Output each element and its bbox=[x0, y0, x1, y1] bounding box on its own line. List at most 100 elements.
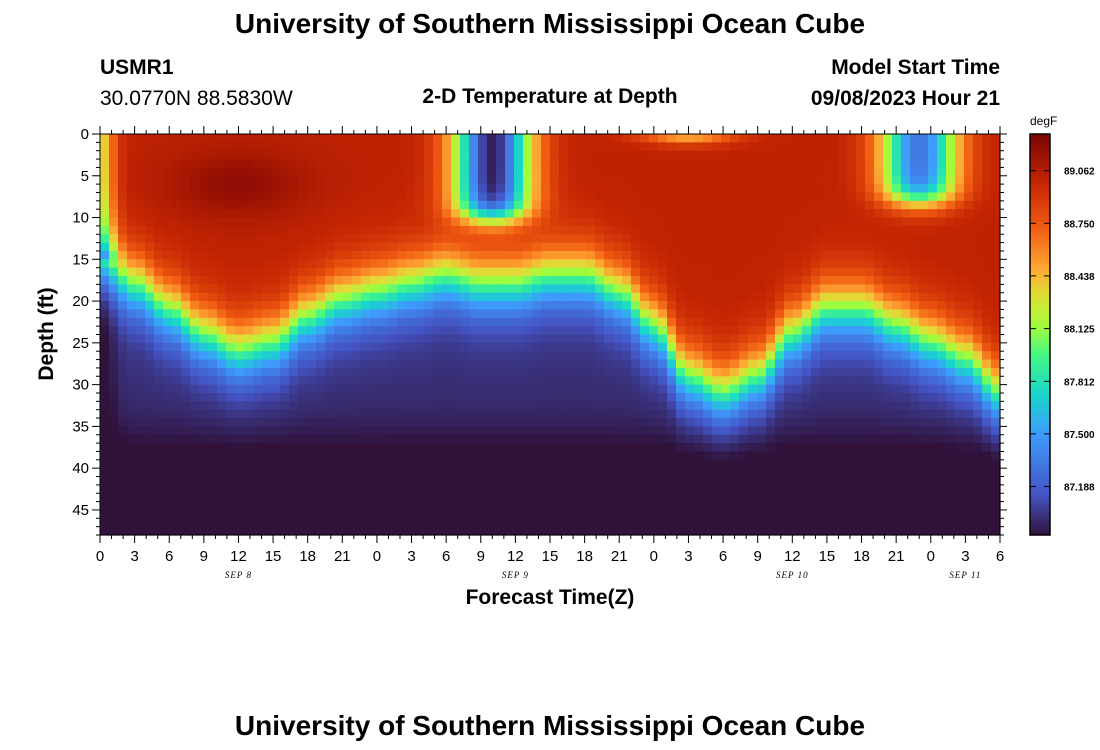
heatmap-cell bbox=[802, 267, 812, 277]
heatmap-cell bbox=[829, 409, 839, 419]
heatmap-cell bbox=[451, 259, 461, 269]
heatmap-cell bbox=[784, 242, 794, 252]
heatmap-cell bbox=[406, 359, 416, 369]
heatmap-cell bbox=[928, 334, 938, 344]
heatmap-cell bbox=[145, 493, 155, 503]
heatmap-cell bbox=[109, 317, 119, 327]
heatmap-cell bbox=[343, 426, 353, 436]
heatmap-cell bbox=[181, 359, 191, 369]
heatmap-cell bbox=[928, 509, 938, 519]
heatmap-cell bbox=[172, 167, 182, 177]
heatmap-cell bbox=[469, 217, 479, 227]
heatmap-cell bbox=[316, 326, 326, 336]
heatmap-cell bbox=[802, 426, 812, 436]
heatmap-cell bbox=[370, 217, 380, 227]
heatmap-cell bbox=[622, 175, 632, 185]
heatmap-cell bbox=[352, 184, 362, 194]
heatmap-cell bbox=[982, 200, 992, 210]
heatmap-cell bbox=[991, 326, 1001, 336]
x-axis: 0 3 6 9 12 15 18 21 0 3 6 9 12 15 18 21 0 3 6 9 12 15 18 21 0 3 6S… bbox=[96, 126, 1004, 580]
heatmap-cell bbox=[613, 476, 623, 486]
heatmap-cell bbox=[298, 259, 308, 269]
heatmap-cell bbox=[577, 342, 587, 352]
heatmap-cell bbox=[154, 418, 164, 427]
heatmap-cell bbox=[730, 259, 740, 269]
heatmap-cell bbox=[649, 351, 659, 361]
heatmap-cell bbox=[181, 225, 191, 235]
temperature-depth-chart: 0 3 6 9 12 15 18 21 0 3 6 9 12 15 18 21 0 3 6 9 12 15 18 21 0 3 6S… bbox=[35, 114, 1095, 609]
heatmap-cell bbox=[829, 284, 839, 294]
heatmap-cell bbox=[343, 326, 353, 336]
heatmap-cell bbox=[991, 468, 1001, 478]
heatmap-cell bbox=[730, 284, 740, 294]
heatmap-cell bbox=[901, 518, 911, 528]
heatmap-cell bbox=[217, 276, 227, 285]
heatmap-cell bbox=[208, 468, 218, 478]
heatmap-cell bbox=[379, 509, 389, 519]
heatmap-cell bbox=[496, 209, 506, 219]
heatmap-cell bbox=[127, 200, 137, 210]
heatmap-cell bbox=[136, 518, 146, 528]
heatmap-cell bbox=[703, 509, 713, 519]
heatmap-cell bbox=[946, 292, 956, 302]
heatmap-cell bbox=[235, 292, 245, 302]
heatmap-cell bbox=[190, 309, 200, 319]
heatmap-cell bbox=[136, 326, 146, 336]
heatmap-cell bbox=[226, 509, 236, 519]
heatmap-cell bbox=[397, 376, 407, 386]
heatmap-cell bbox=[145, 351, 155, 361]
heatmap-cell bbox=[172, 501, 182, 511]
heatmap-cell bbox=[586, 459, 596, 469]
heatmap-cell bbox=[568, 392, 578, 402]
heatmap-cell bbox=[424, 334, 434, 344]
heatmap-cell bbox=[298, 159, 308, 169]
heatmap-cell bbox=[280, 426, 290, 436]
heatmap-cell bbox=[568, 200, 578, 210]
heatmap-cell bbox=[379, 134, 389, 143]
heatmap-cell bbox=[946, 468, 956, 478]
heatmap-cell bbox=[721, 134, 731, 143]
heatmap-cell bbox=[244, 359, 254, 369]
heatmap-cell bbox=[460, 267, 470, 277]
heatmap-cell bbox=[721, 526, 731, 536]
heatmap-cell bbox=[622, 150, 632, 160]
heatmap-cell bbox=[487, 317, 497, 327]
heatmap-cell bbox=[631, 192, 641, 202]
heatmap-cell bbox=[235, 367, 245, 377]
heatmap-cell bbox=[388, 493, 398, 503]
heatmap-cell bbox=[217, 175, 227, 185]
heatmap-cell bbox=[802, 493, 812, 503]
heatmap-cell bbox=[487, 234, 497, 244]
heatmap-cell bbox=[244, 292, 254, 302]
heatmap-cell bbox=[658, 217, 668, 227]
heatmap-cell bbox=[253, 150, 263, 160]
heatmap-cell bbox=[343, 392, 353, 402]
heatmap-cell bbox=[298, 392, 308, 402]
heatmap-cell bbox=[523, 309, 533, 319]
heatmap-cell bbox=[649, 418, 659, 427]
heatmap-cell bbox=[289, 451, 299, 461]
heatmap-cell bbox=[433, 259, 443, 269]
heatmap-cell bbox=[469, 342, 479, 352]
heatmap-cell bbox=[523, 359, 533, 369]
heatmap-cell bbox=[829, 242, 839, 252]
heatmap-cell bbox=[532, 351, 542, 361]
heatmap-cell bbox=[496, 167, 506, 177]
heatmap-cell bbox=[973, 192, 983, 202]
heatmap-cell bbox=[253, 484, 263, 494]
heatmap-cell bbox=[496, 259, 506, 269]
heatmap-cell bbox=[343, 250, 353, 260]
heatmap-cell bbox=[595, 434, 605, 444]
heatmap-cell bbox=[244, 334, 254, 344]
heatmap-cell bbox=[649, 518, 659, 528]
heatmap-cell bbox=[100, 359, 110, 369]
heatmap-cell bbox=[451, 426, 461, 436]
heatmap-cell bbox=[361, 284, 371, 294]
heatmap-cell bbox=[586, 192, 596, 202]
heatmap-cell bbox=[586, 267, 596, 277]
heatmap-cell bbox=[172, 493, 182, 503]
heatmap-cell bbox=[460, 142, 470, 152]
heatmap-cell bbox=[901, 184, 911, 194]
heatmap-cell bbox=[892, 351, 902, 361]
heatmap-cell bbox=[343, 384, 353, 394]
